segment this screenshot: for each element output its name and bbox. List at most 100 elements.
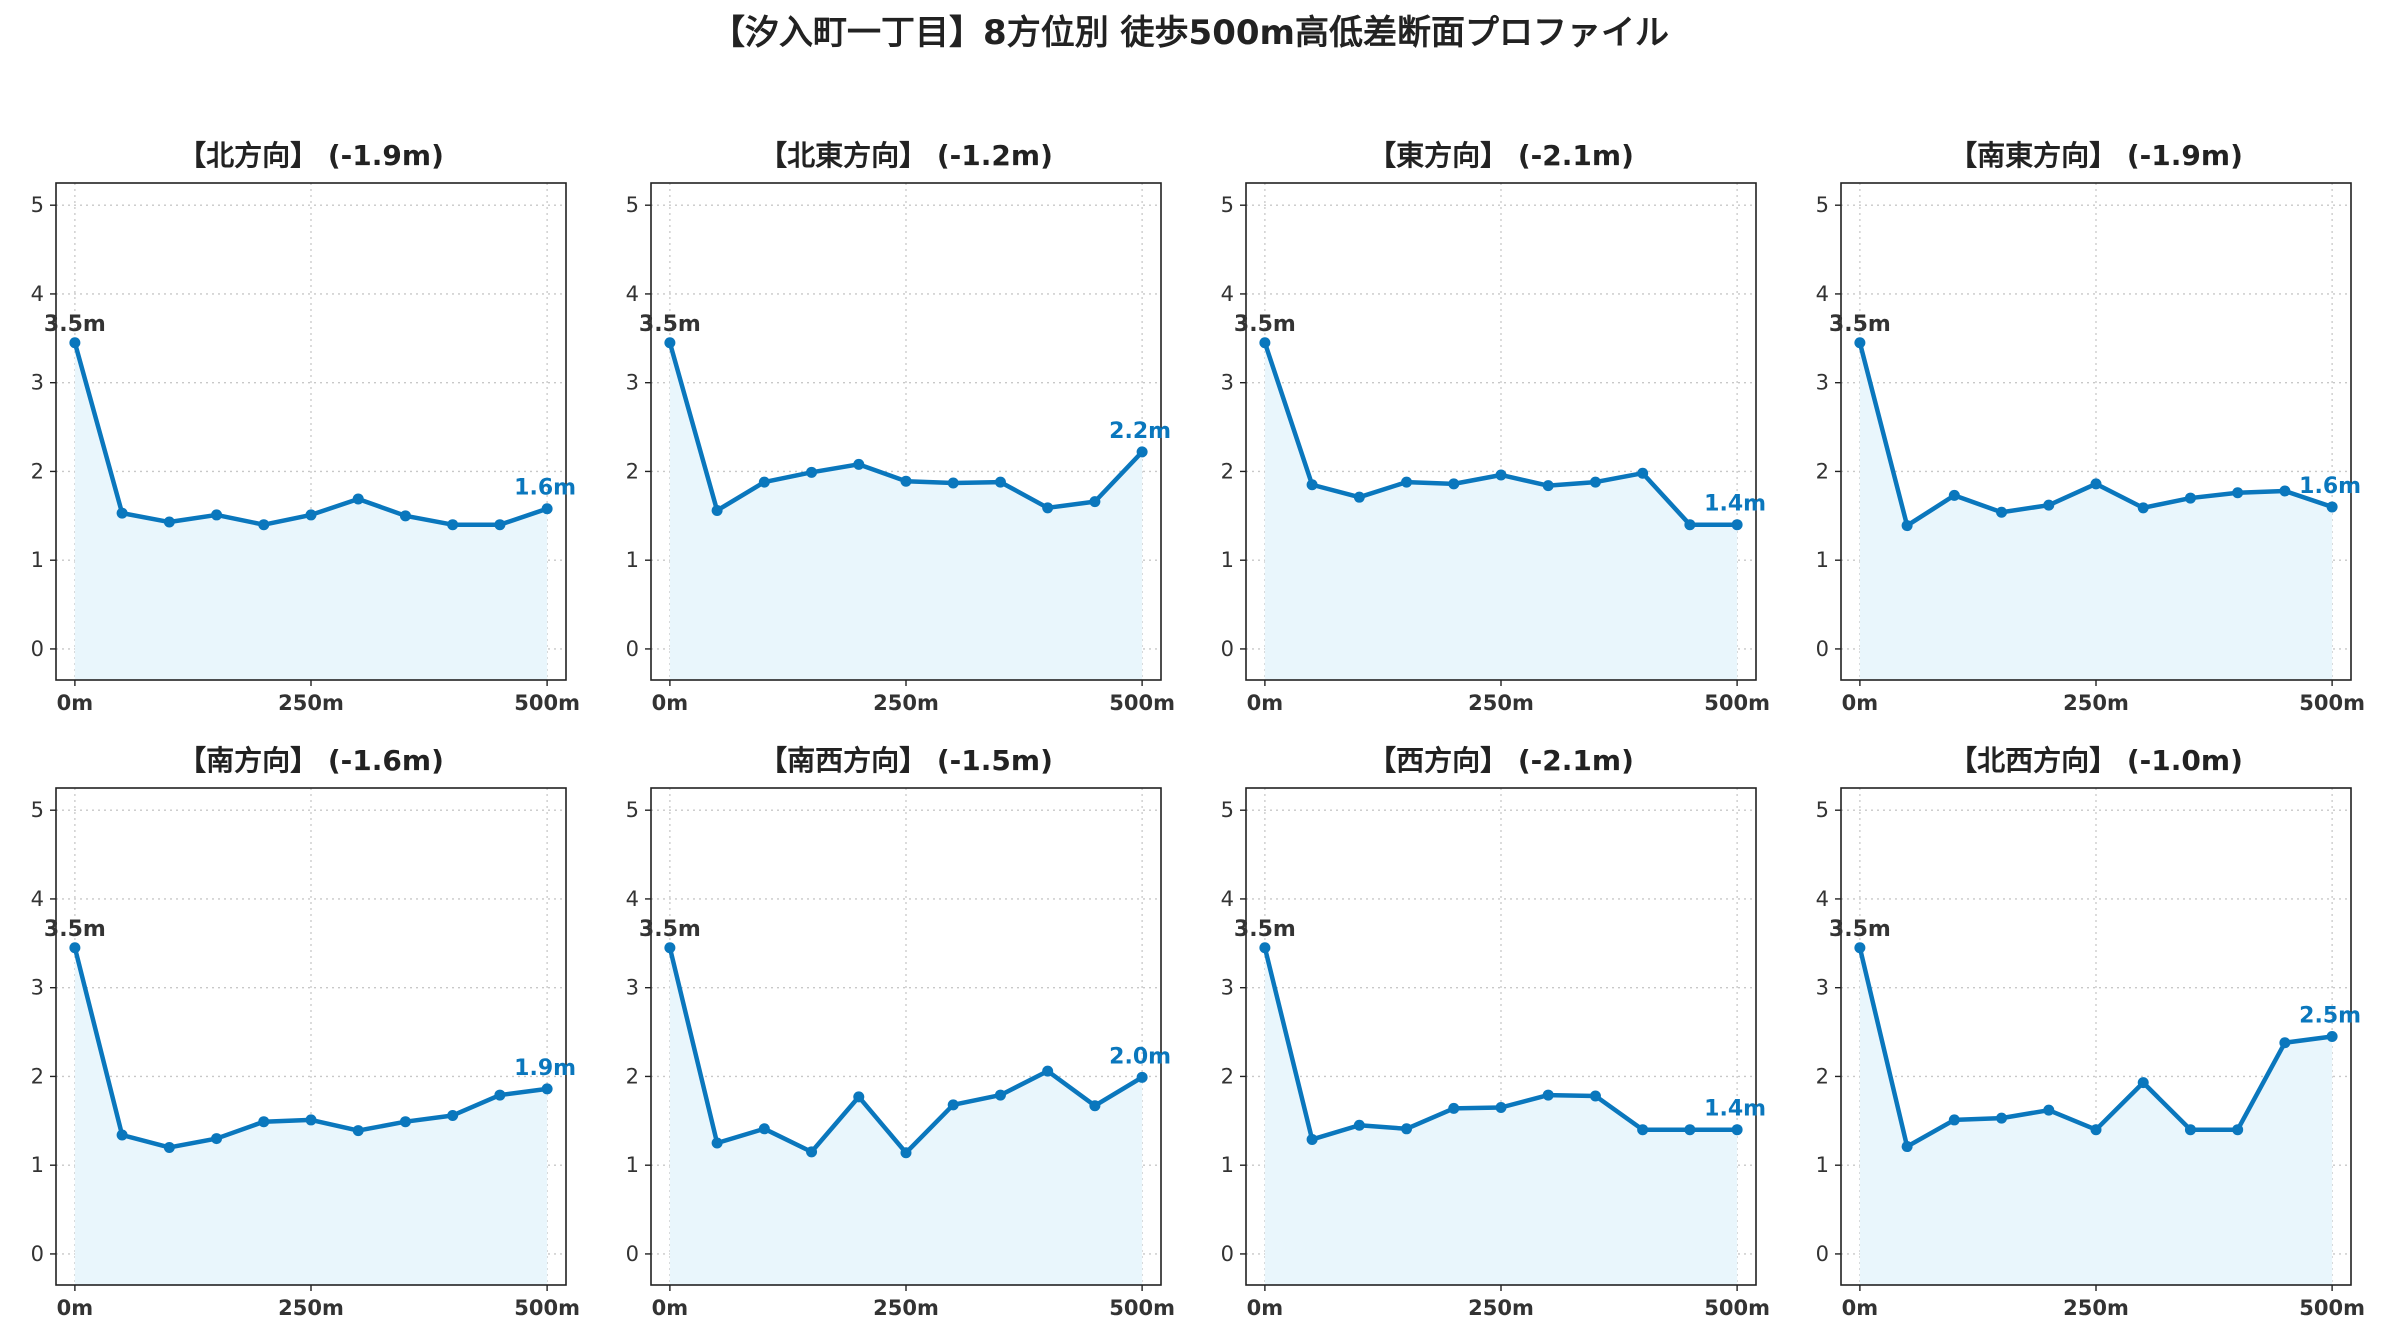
data-point: [900, 475, 912, 487]
subplot-3: 【東方向】 (-2.1m) 0 1 2 3 4 5 0m 250m 500m 3.5m 1.4m: [1221, 139, 1770, 715]
x-tick-label: 500m: [1109, 1296, 1175, 1320]
data-point: [2184, 492, 2196, 504]
y-tick-label: 5: [626, 193, 639, 217]
y-tick-label: 5: [1816, 193, 1829, 217]
data-point: [900, 1147, 912, 1159]
y-tick-label: 3: [626, 976, 639, 1000]
data-point: [2043, 499, 2055, 511]
data-point: [1901, 1141, 1913, 1153]
y-tick-label: 3: [31, 976, 44, 1000]
y-tick-label: 2: [626, 1064, 639, 1088]
y-tick-label: 3: [1816, 371, 1829, 395]
data-point: [1854, 337, 1866, 349]
y-tick-label: 3: [1221, 976, 1234, 1000]
subplot-7: 【西方向】 (-2.1m) 0 1 2 3 4 5 0m 250m 500m 3.5m 1.4m: [1221, 744, 1770, 1320]
y-tick-label: 2: [31, 459, 44, 483]
y-tick-label: 1: [31, 548, 44, 572]
x-tick-label: 250m: [873, 1296, 939, 1320]
y-tick-label: 1: [1816, 1153, 1829, 1177]
data-point: [1089, 496, 1101, 508]
data-point: [399, 1116, 411, 1128]
y-tick-label: 3: [31, 371, 44, 395]
data-point: [541, 503, 553, 515]
y-tick-label: 0: [1221, 1242, 1234, 1266]
end-value-label: 1.9m: [514, 1056, 576, 1081]
data-point: [1136, 1071, 1148, 1083]
data-point: [2137, 1077, 2149, 1089]
data-point: [711, 504, 723, 516]
y-tick-label: 2: [1816, 459, 1829, 483]
y-tick-label: 5: [1221, 193, 1234, 217]
y-tick-label: 4: [31, 887, 44, 911]
data-point: [2232, 1124, 2244, 1136]
data-point: [69, 337, 81, 349]
x-tick-label: 500m: [2299, 1296, 2365, 1320]
y-tick-label: 2: [1221, 1064, 1234, 1088]
area-fill: [74, 342, 548, 680]
y-tick-label: 2: [31, 1064, 44, 1088]
start-value-label: 3.5m: [44, 917, 106, 942]
y-tick-label: 0: [31, 1242, 44, 1266]
y-tick-label: 5: [1816, 798, 1829, 822]
x-tick-label: 0m: [652, 1296, 689, 1320]
subplot-title: 【北東方向】 (-1.2m): [759, 139, 1053, 172]
data-point: [1089, 1100, 1101, 1112]
start-value-label: 3.5m: [1234, 917, 1296, 942]
data-point: [1306, 479, 1318, 491]
subplot-6: 【南西方向】 (-1.5m) 0 1 2 3 4 5 0m 250m 500m 3.5m 2.0m: [626, 744, 1175, 1320]
y-tick-label: 0: [626, 1242, 639, 1266]
data-point: [1401, 1123, 1413, 1135]
data-point: [1542, 480, 1554, 492]
y-tick-label: 4: [1816, 887, 1829, 911]
end-value-label: 2.2m: [1109, 419, 1171, 444]
data-point: [1448, 478, 1460, 490]
subplot-2: 【北東方向】 (-1.2m) 0 1 2 3 4 5 0m 250m 500m 3.5m 2.2m: [626, 139, 1175, 715]
subplot-title: 【南西方向】 (-1.5m): [759, 744, 1053, 777]
y-tick-label: 3: [626, 371, 639, 395]
data-point: [1854, 942, 1866, 954]
y-tick-label: 4: [1816, 282, 1829, 306]
y-tick-label: 5: [1221, 798, 1234, 822]
data-point: [2184, 1124, 2196, 1136]
area-fill: [669, 947, 1143, 1285]
data-point: [1731, 1124, 1743, 1136]
data-point: [258, 1116, 270, 1128]
data-point: [1684, 519, 1696, 531]
data-point: [1495, 469, 1507, 481]
subplot-title: 【南方向】 (-1.6m): [178, 744, 444, 777]
data-point: [664, 337, 676, 349]
data-point: [541, 1083, 553, 1095]
y-tick-label: 2: [1221, 459, 1234, 483]
data-point: [258, 519, 270, 531]
data-point: [1589, 476, 1601, 488]
data-point: [758, 1123, 770, 1135]
area-fill: [669, 342, 1143, 680]
subplot-1: 【北方向】 (-1.9m) 0 1 2 3 4 5 0m 250m 500m 3.5m 1.6m: [31, 139, 580, 715]
data-point: [163, 1141, 175, 1153]
data-point: [758, 476, 770, 488]
data-point: [2090, 1124, 2102, 1136]
x-tick-label: 0m: [652, 691, 689, 715]
data-point: [1353, 1119, 1365, 1131]
data-point: [947, 477, 959, 489]
data-point: [853, 1091, 865, 1103]
data-point: [1948, 1114, 1960, 1126]
x-tick-label: 500m: [2299, 691, 2365, 715]
data-point: [1637, 467, 1649, 479]
y-tick-label: 4: [31, 282, 44, 306]
data-point: [1637, 1124, 1649, 1136]
y-tick-label: 2: [1816, 1064, 1829, 1088]
data-point: [2326, 1031, 2338, 1042]
data-point: [1042, 502, 1054, 514]
data-point: [399, 510, 411, 522]
area-fill: [74, 947, 548, 1285]
data-point: [211, 1133, 223, 1145]
data-point: [163, 516, 175, 528]
data-point: [1259, 337, 1271, 349]
data-point: [2232, 487, 2244, 499]
subplot-title: 【北方向】 (-1.9m): [178, 139, 444, 172]
data-point: [116, 507, 128, 519]
y-tick-label: 5: [626, 798, 639, 822]
data-point: [947, 1099, 959, 1111]
start-value-label: 3.5m: [1829, 312, 1891, 337]
